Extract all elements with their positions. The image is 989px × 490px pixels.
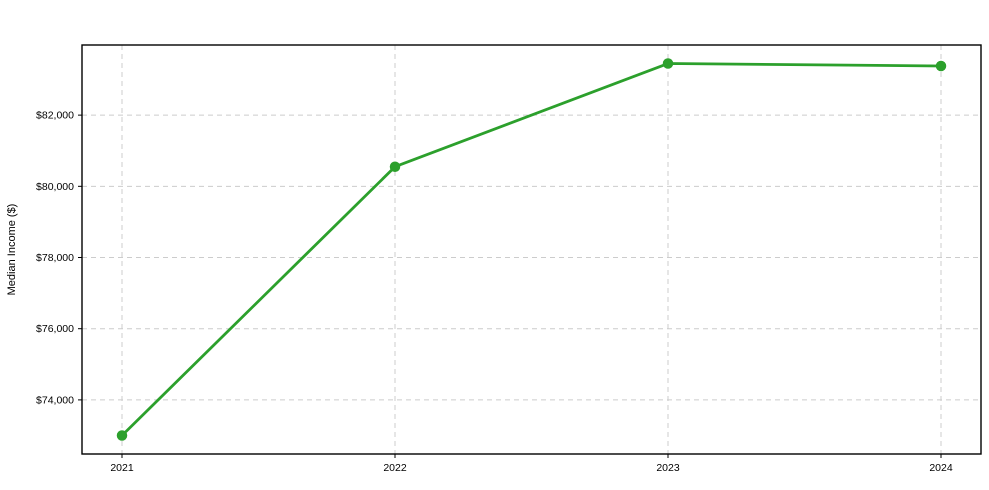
y-tick-label: $74,000	[36, 394, 74, 406]
y-tick-label: $80,000	[36, 181, 74, 193]
x-tick-label: 2023	[656, 462, 680, 474]
x-tick-label: 2021	[110, 462, 134, 474]
y-tick-label: $76,000	[36, 323, 74, 335]
data-point-marker-2022	[389, 161, 401, 172]
y-tick-label: $78,000	[36, 252, 74, 264]
y-axis-label: Median Income ($)	[6, 204, 18, 296]
x-tick-label: 2022	[383, 462, 407, 474]
x-tick-label: 2024	[929, 462, 953, 474]
trend-line	[120, 62, 943, 437]
data-point-marker-2023	[662, 58, 674, 69]
data-point-marker-2024	[935, 60, 947, 72]
y-tick-label: $82,000	[36, 110, 74, 122]
plot-border	[81, 44, 982, 455]
data-point-marker-2021	[116, 430, 128, 441]
